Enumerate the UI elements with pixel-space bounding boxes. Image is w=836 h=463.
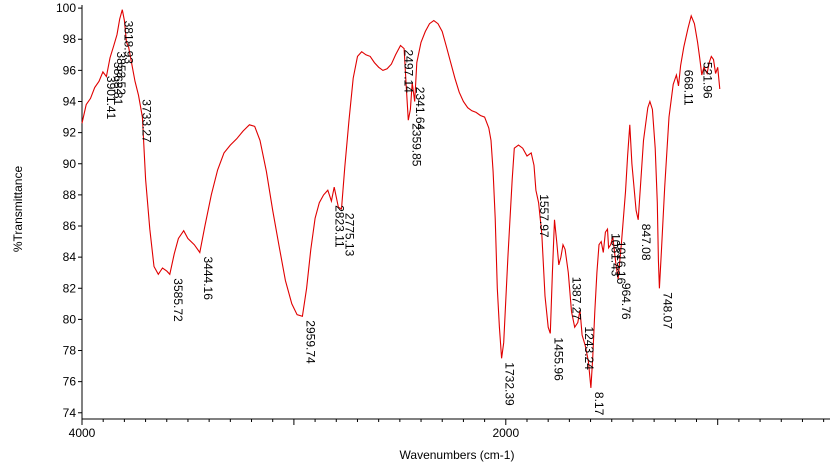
y-tick-label: 82 xyxy=(63,281,77,295)
peak-label: 3444.16 xyxy=(201,257,215,301)
y-tick-label: 78 xyxy=(63,344,77,358)
y-axis-title: %Transmittance xyxy=(11,166,25,253)
y-tick-label: 80 xyxy=(63,312,77,326)
peak-label: 964.76 xyxy=(619,283,633,320)
peak-label: 2359.85 xyxy=(410,123,424,167)
y-tick-label: 88 xyxy=(63,188,77,202)
peak-label: 2341.64 xyxy=(413,87,427,131)
peak-label: 1455.96 xyxy=(551,337,565,381)
axes: 74 76 78 80 82 84 86 88 90 92 94 96 98 100 4000 2000 xyxy=(56,1,830,440)
y-tick-label: 84 xyxy=(63,250,77,264)
peak-label: 3585.72 xyxy=(171,278,185,322)
peak-label: 3853.52 xyxy=(114,52,128,96)
peak-label: 521.96 xyxy=(701,62,715,99)
peak-label: 1387.27 xyxy=(569,277,583,321)
peak-label: 2775.13 xyxy=(343,213,357,257)
peak-label: 3733.27 xyxy=(140,99,154,143)
peak-label: 1557.97 xyxy=(537,194,551,238)
peak-label: 1016.16 xyxy=(614,241,628,285)
peak-label: 3901.41 xyxy=(104,76,118,120)
peak-label: 3868.81 xyxy=(111,62,125,106)
peak-label: 668.11 xyxy=(682,70,696,106)
plot-area xyxy=(81,9,721,388)
x-tick-label: 4000 xyxy=(69,426,96,440)
peak-label: 2823.11 xyxy=(332,205,346,248)
x-tick-label: 2000 xyxy=(492,426,519,440)
y-tick-label: 74 xyxy=(63,406,77,420)
y-tick-label: 94 xyxy=(63,94,77,108)
y-tick-label: 90 xyxy=(63,157,77,171)
y-tick-label: 86 xyxy=(63,219,77,233)
peak-label: 1061.43 xyxy=(609,233,623,277)
peak-label: 2497.14 xyxy=(402,50,416,94)
peak-label: 748.07 xyxy=(660,292,674,329)
peak-label: 3818.93 xyxy=(121,21,135,65)
y-tick-label: 100 xyxy=(56,1,76,15)
y-tick-label: 92 xyxy=(63,126,77,140)
x-axis-title: Wavenumbers (cm-1) xyxy=(400,448,515,462)
peak-label: 847.08 xyxy=(639,224,653,261)
spectrum-line xyxy=(81,9,721,388)
y-tick-label: 96 xyxy=(63,63,77,77)
peak-label: 1732.39 xyxy=(503,362,517,406)
y-tick-label: 76 xyxy=(63,375,77,389)
peak-label: 8.17 xyxy=(592,392,606,416)
peak-label: 1243.24 xyxy=(582,327,596,371)
peak-label: 2959.74 xyxy=(303,320,317,364)
y-tick-label: 98 xyxy=(63,32,77,46)
